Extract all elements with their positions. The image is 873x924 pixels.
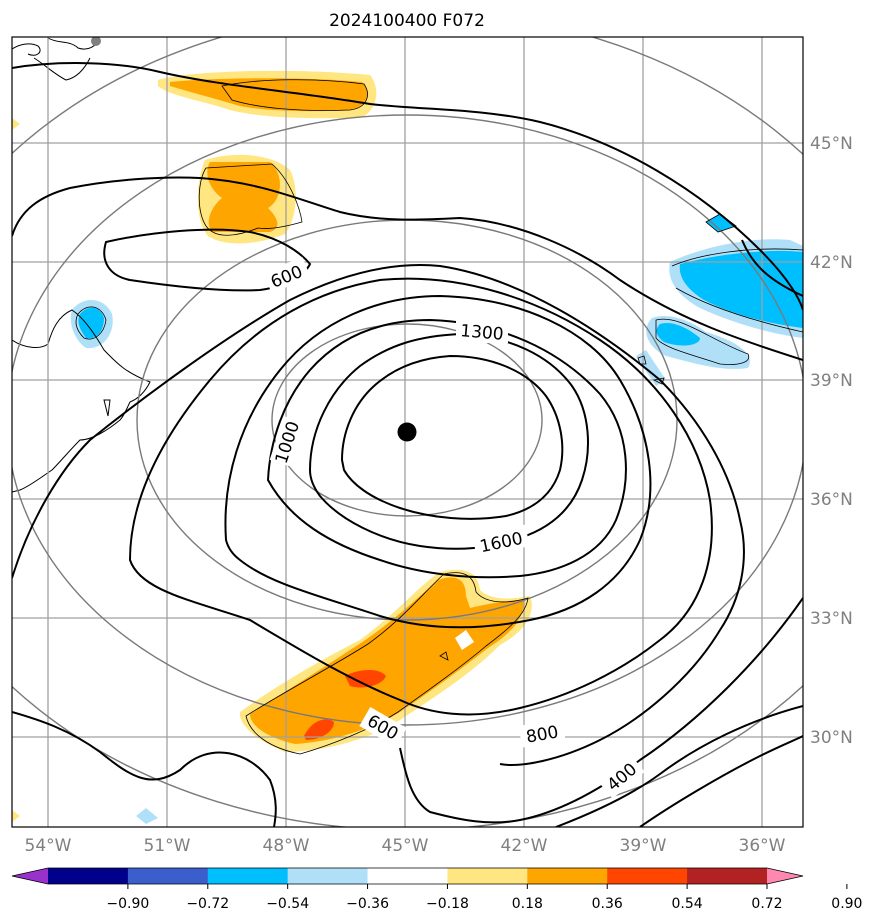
coastline bbox=[103, 399, 111, 417]
colorbar-cell bbox=[207, 868, 289, 884]
figure-title: 2024100400 F072 bbox=[329, 11, 485, 31]
colorbar: −0.90 −0.72 −0.54 −0.36 −0.18 0.18 0.36 0.54 0.7… bbox=[11, 867, 862, 912]
colorbar-tick-label: 0.36 bbox=[592, 896, 623, 912]
lat-label: 30°N bbox=[810, 728, 853, 748]
range-ring bbox=[12, 114, 803, 726]
positive-anomaly-core bbox=[170, 78, 368, 112]
positive-anomaly-core bbox=[250, 577, 524, 744]
strong-positive-anomaly bbox=[304, 719, 334, 740]
negative-anomaly-region bbox=[136, 808, 158, 824]
strong-negative-anomaly bbox=[78, 307, 104, 339]
contour-line bbox=[12, 176, 803, 361]
small-marker bbox=[91, 37, 101, 46]
colorbar-cell bbox=[48, 868, 129, 884]
latitude-labels: 45°N 42°N 39°N 36°N 33°N 30°N bbox=[810, 134, 853, 748]
contour-line bbox=[224, 294, 652, 629]
lon-label: 36°W bbox=[739, 836, 786, 856]
contour-line bbox=[555, 705, 803, 827]
colorbar-tick-label: −0.36 bbox=[346, 896, 389, 912]
colorbar-cell bbox=[287, 868, 369, 884]
positive-anomaly-core bbox=[207, 162, 280, 232]
lon-label: 51°W bbox=[144, 836, 191, 856]
range-ring bbox=[271, 323, 543, 517]
colorbar-tick-label: 0.72 bbox=[751, 896, 782, 912]
strong-negative-anomaly bbox=[656, 322, 700, 346]
contour-line bbox=[741, 239, 803, 297]
lon-label: 45°W bbox=[382, 836, 429, 856]
contour-line bbox=[639, 735, 803, 827]
colorbar-tick-label: −0.54 bbox=[266, 896, 309, 912]
lon-label: 42°W bbox=[501, 836, 548, 856]
colorbar-tick-label: 0.90 bbox=[831, 896, 862, 912]
longitude-labels: 54°W 51°W 48°W 45°W 42°W 39°W 36°W bbox=[25, 836, 786, 856]
lat-label: 36°N bbox=[810, 490, 853, 510]
lat-label: 33°N bbox=[810, 609, 853, 629]
colorbar-extend-max bbox=[767, 868, 803, 884]
contour-line bbox=[12, 264, 745, 766]
contour-line bbox=[340, 354, 564, 520]
lat-label: 45°N bbox=[810, 134, 853, 154]
coastline bbox=[12, 309, 151, 493]
lat-label: 42°N bbox=[810, 253, 853, 273]
strong-positive-anomaly bbox=[345, 670, 386, 688]
colorbar-tick-label: −0.18 bbox=[426, 896, 469, 912]
contour-line bbox=[128, 277, 713, 716]
colorbar-cells bbox=[48, 868, 768, 884]
contour-line bbox=[399, 597, 803, 824]
height-contours bbox=[12, 62, 803, 827]
anomaly-fill-layer bbox=[12, 70, 803, 824]
colorbar-tick-label: 0.54 bbox=[672, 896, 703, 912]
contour-line bbox=[12, 62, 803, 311]
negative-anomaly-region bbox=[706, 214, 736, 232]
colorbar-extend-min bbox=[12, 868, 48, 884]
lon-label: 48°W bbox=[263, 836, 310, 856]
map-panel: 600 1300 1000 1600 600 800 400 bbox=[12, 37, 803, 827]
contour-line bbox=[308, 332, 589, 550]
colorbar-cell bbox=[607, 868, 688, 884]
colorbar-cell bbox=[527, 868, 608, 884]
lon-label: 39°W bbox=[620, 836, 667, 856]
contour-label: 1300 bbox=[459, 321, 504, 345]
positive-anomaly-region bbox=[12, 810, 20, 822]
contour-line bbox=[266, 318, 627, 579]
coastline-layer bbox=[12, 37, 151, 493]
lat-label: 39°N bbox=[810, 371, 853, 391]
positive-anomaly-region bbox=[12, 118, 20, 130]
neutral-hole bbox=[455, 630, 474, 650]
map-border bbox=[11, 36, 804, 828]
colorbar-tick-label: 0.18 bbox=[512, 896, 543, 912]
colorbar-cell bbox=[687, 868, 768, 884]
colorbar-tick-label: −0.72 bbox=[186, 896, 229, 912]
colorbar-cell bbox=[127, 868, 209, 884]
colorbar-cell bbox=[447, 868, 528, 884]
colorbar-tick-label: −0.90 bbox=[106, 896, 149, 912]
colorbar-tick-labels: −0.90 −0.72 −0.54 −0.36 −0.18 0.18 0.36 0.54 0.7… bbox=[106, 884, 862, 912]
center-marker bbox=[397, 422, 417, 442]
strong-negative-anomaly bbox=[679, 250, 803, 328]
lon-label: 54°W bbox=[25, 836, 72, 856]
contour-labels: 600 1300 1000 1600 600 800 400 bbox=[263, 256, 645, 799]
contour-line bbox=[12, 711, 277, 827]
colorbar-cell bbox=[367, 868, 448, 884]
